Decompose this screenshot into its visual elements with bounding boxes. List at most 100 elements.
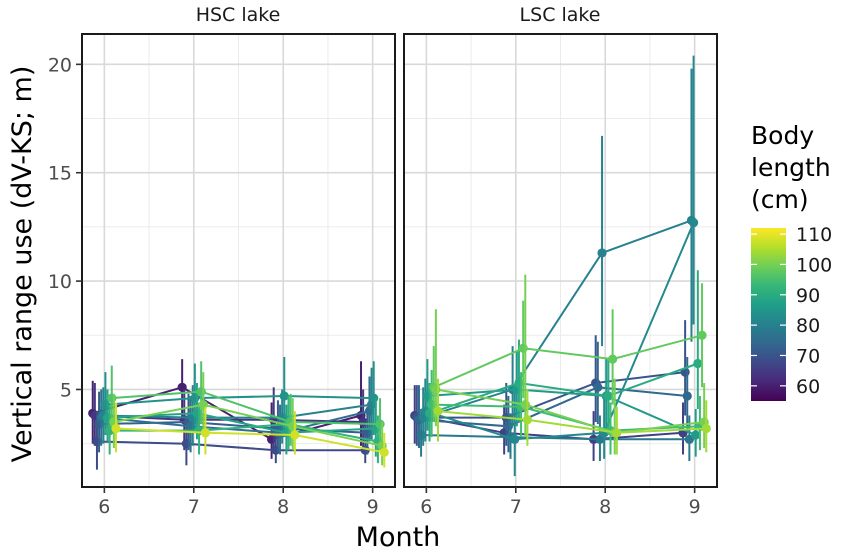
data-point — [518, 343, 528, 353]
series-line — [427, 388, 697, 436]
data-point — [691, 430, 701, 440]
data-point — [520, 400, 530, 410]
strip-title-lsc: LSC lake — [520, 4, 601, 26]
data-point — [288, 421, 298, 431]
data-point — [196, 387, 206, 397]
legend-title-line-1: Body — [751, 121, 814, 150]
data-point — [279, 391, 289, 401]
data-point — [369, 393, 379, 403]
colorbar — [751, 228, 786, 401]
series-line — [437, 410, 707, 434]
legend-title-line-3: (cm) — [751, 185, 809, 214]
data-point — [701, 423, 711, 434]
colorbar-tick-label: 60 — [796, 376, 820, 398]
legend-title-line-2: length — [751, 153, 831, 182]
x-tick-label: 9 — [367, 496, 379, 518]
panel-hsc: HSC lake — [81, 0, 396, 488]
y-axis-ticks: 5 10 15 20 — [48, 54, 82, 401]
data-point — [593, 382, 603, 392]
data-point — [608, 354, 618, 364]
data-point — [107, 393, 117, 403]
panel-border-lsc — [403, 33, 718, 488]
y-tick-label: 15 — [48, 163, 72, 185]
series-line — [92, 386, 362, 441]
panel-lsc: LSC lake — [403, 0, 718, 488]
x-axis-title: Month — [356, 522, 441, 551]
series-line — [435, 388, 705, 434]
colorbar-ticks: 60 70 80 90 100 110 — [751, 224, 832, 398]
series-0-6 — [100, 356, 379, 435]
series-line — [421, 434, 690, 441]
data-point — [510, 434, 520, 444]
data-point — [597, 248, 607, 258]
series-1-11 — [433, 378, 711, 455]
data-point — [422, 391, 433, 401]
series-line — [416, 371, 686, 419]
data-point — [595, 434, 605, 444]
data-point — [290, 430, 300, 440]
data-point — [697, 330, 707, 340]
x-tick-label: 8 — [599, 496, 611, 518]
data-point — [198, 400, 208, 410]
data-point — [431, 384, 441, 395]
data-point — [688, 217, 699, 228]
x-tick-label: 6 — [98, 496, 110, 518]
data-point — [682, 391, 692, 401]
strip-lsc — [404, 0, 717, 32]
y-axis-title: Vertical range use (dV-KS; m) — [7, 66, 38, 463]
colorbar-tick-label: 100 — [796, 254, 832, 276]
data-point — [375, 419, 385, 429]
data-point — [416, 430, 426, 440]
x-tick-label: 7 — [510, 496, 522, 518]
series-line — [422, 219, 692, 419]
data-point — [522, 415, 533, 425]
data-point — [358, 417, 368, 427]
data-point — [612, 428, 622, 438]
data-point — [424, 408, 435, 418]
data-point — [200, 428, 211, 438]
panel-border-hsc — [81, 33, 396, 488]
data-point — [266, 434, 277, 444]
series-line — [115, 427, 385, 454]
series-1-9 — [429, 283, 707, 422]
data-point — [111, 423, 121, 434]
series-0-11 — [111, 402, 389, 468]
series-group-hsc — [88, 356, 389, 470]
data-point — [379, 447, 389, 457]
series-line — [96, 440, 366, 452]
data-point — [186, 421, 196, 431]
data-point — [693, 358, 703, 369]
data-point — [271, 445, 281, 455]
series-line — [113, 403, 383, 447]
x-tick-label: 9 — [689, 496, 701, 518]
colorbar-tick-label: 70 — [796, 345, 820, 367]
data-point — [603, 391, 613, 401]
series-line — [111, 390, 381, 426]
data-point — [433, 406, 443, 416]
x-tick-label: 7 — [188, 496, 200, 518]
y-tick-label: 20 — [48, 54, 72, 76]
series-line — [424, 222, 695, 441]
series-line — [429, 362, 699, 415]
gridlines-lsc — [404, 34, 717, 487]
series-line — [105, 394, 374, 406]
y-tick-label: 5 — [60, 379, 72, 401]
colorbar-tick-label: 110 — [796, 224, 832, 246]
y-tick-label: 10 — [48, 271, 72, 293]
data-point — [177, 382, 187, 392]
x-tick-label: 8 — [277, 496, 289, 518]
data-point — [503, 421, 513, 431]
colorbar-tick-label: 80 — [796, 315, 820, 337]
x-axis-ticks: 6 7 8 9 6 7 8 9 — [98, 487, 701, 518]
series-1-5 — [420, 55, 699, 477]
colorbar-tick-label: 90 — [796, 285, 820, 307]
strip-title-hsc: HSC lake — [196, 4, 281, 26]
data-point — [192, 408, 202, 418]
series-group-lsc — [410, 55, 711, 477]
data-point — [92, 436, 102, 447]
strip-hsc — [82, 0, 395, 32]
x-tick-label: 6 — [420, 496, 432, 518]
data-point — [181, 439, 191, 449]
series-line — [433, 334, 703, 389]
